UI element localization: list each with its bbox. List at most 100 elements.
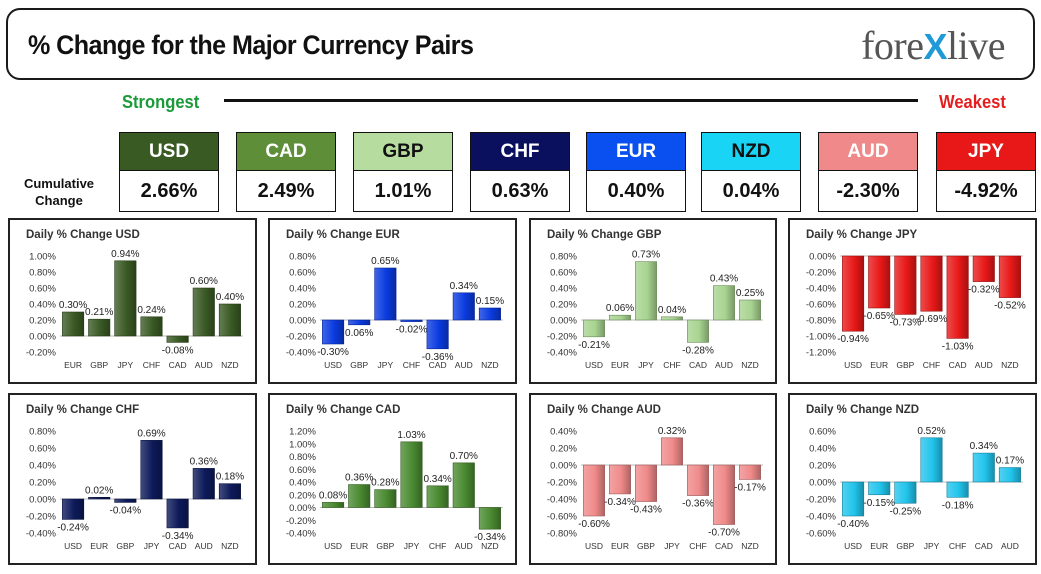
data-label: 0.36%: [190, 456, 218, 467]
data-label: 0.94%: [111, 249, 139, 260]
cumulative-change-value: 0.63%: [470, 171, 570, 212]
chart-title: Daily % Change AUD: [547, 404, 661, 416]
x-tick-label: EUR: [611, 360, 629, 370]
data-label: -1.03%: [942, 341, 974, 352]
x-tick-label: JPY: [404, 541, 420, 551]
bar: [661, 316, 683, 321]
y-tick-label: 1.20%: [289, 427, 316, 438]
x-tick-label: CAD: [429, 360, 447, 370]
forexlive-logo: foreXlive: [861, 22, 1005, 69]
bar: [374, 489, 397, 508]
data-label: 0.36%: [345, 473, 373, 484]
x-tick-label: NZD: [221, 360, 238, 370]
x-tick-label: GBP: [350, 360, 368, 370]
bar: [218, 303, 241, 337]
x-tick-label: USD: [585, 541, 603, 551]
y-tick-label: -0.40%: [806, 284, 837, 295]
data-label: -0.34%: [474, 532, 506, 543]
bar: [88, 318, 111, 337]
data-label: -0.73%: [890, 317, 922, 328]
currency-code: JPY: [936, 132, 1036, 171]
bar: [374, 267, 397, 321]
y-tick-label: -0.20%: [806, 495, 837, 506]
y-tick-label: 0.00%: [550, 461, 577, 472]
logo-text-left: fore: [861, 23, 924, 68]
chart-title: Daily % Change GBP: [547, 229, 662, 241]
x-tick-label: EUR: [870, 541, 888, 551]
x-tick-label: JPY: [664, 541, 680, 551]
strongest-label: Strongest: [122, 92, 200, 112]
bar: [426, 319, 449, 350]
x-tick-label: JPY: [378, 360, 394, 370]
data-label: -0.15%: [863, 498, 895, 509]
data-label: 0.06%: [345, 328, 373, 339]
x-tick-label: USD: [64, 541, 82, 551]
x-tick-label: GBP: [116, 541, 134, 551]
y-tick-label: 0.00%: [29, 495, 56, 506]
y-tick-label: 0.40%: [289, 478, 316, 489]
x-tick-label: NZD: [481, 541, 498, 551]
y-tick-label: 0.40%: [29, 461, 56, 472]
y-tick-label: 1.00%: [289, 439, 316, 450]
data-label: 0.30%: [59, 300, 87, 311]
bar: [972, 452, 995, 483]
data-label: 1.03%: [397, 430, 425, 441]
cumulative-change-value: 2.66%: [119, 171, 219, 212]
chart-title: Daily % Change JPY: [806, 229, 918, 241]
data-label: -0.70%: [708, 528, 740, 539]
data-label: 0.34%: [423, 474, 451, 485]
chart-panel-aud: Daily % Change AUD 0.40% 0.20% 0.00% -0.20% -…: [529, 393, 777, 565]
x-tick-label: CAD: [689, 360, 707, 370]
y-tick-label: 0.40%: [550, 284, 577, 295]
y-tick-label: -0.80%: [547, 529, 578, 540]
chart-panel-cad: Daily % Change CAD 1.20% 1.00% 0.80% 0.60% 0.…: [268, 393, 517, 565]
bar: [583, 464, 605, 517]
bar: [192, 287, 215, 337]
strength-scale-line: [224, 99, 918, 102]
data-label: -0.18%: [942, 500, 974, 511]
x-tick-label: NZD: [741, 360, 758, 370]
bar: [868, 481, 891, 496]
y-tick-label: 0.00%: [550, 316, 577, 327]
x-tick-label: JPY: [924, 541, 940, 551]
x-tick-label: CAD: [949, 360, 967, 370]
x-tick-label: GBP: [376, 541, 394, 551]
currency-code: NZD: [701, 132, 801, 171]
bar: [739, 299, 761, 321]
y-tick-label: 0.00%: [809, 252, 836, 263]
y-tick-label: 0.20%: [550, 300, 577, 311]
y-tick-label: -0.40%: [286, 348, 317, 359]
cumulative-change-label: Cumulative Change: [23, 176, 95, 208]
bar: [166, 498, 189, 529]
y-tick-label: -0.20%: [26, 512, 57, 523]
y-tick-label: 0.20%: [550, 444, 577, 455]
bar: [166, 335, 189, 343]
x-tick-label: USD: [324, 541, 342, 551]
data-label: -0.34%: [604, 497, 636, 508]
chart-panel-jpy: Daily % Change JPY 0.00% -0.20% -0.40% -0.60…: [788, 218, 1037, 384]
cumulative-change-value: -2.30%: [818, 171, 918, 212]
data-label: 0.04%: [658, 305, 686, 316]
data-label: 0.69%: [137, 428, 165, 439]
page-title: % Change for the Major Currency Pairs: [28, 30, 474, 60]
y-tick-label: -0.40%: [286, 529, 317, 540]
bar: [739, 464, 761, 480]
cumulative-change-value: 1.01%: [353, 171, 453, 212]
x-tick-label: CAD: [975, 541, 993, 551]
bar: [88, 497, 111, 500]
x-tick-label: CAD: [169, 360, 187, 370]
x-tick-label: AUD: [455, 541, 473, 551]
bar: [400, 441, 423, 508]
data-label: 0.73%: [632, 250, 660, 261]
y-tick-label: -0.40%: [547, 348, 578, 359]
y-tick-label: -0.40%: [806, 512, 837, 523]
x-tick-label: CAD: [169, 541, 187, 551]
y-tick-label: 0.00%: [809, 478, 836, 489]
data-label: -0.69%: [916, 314, 948, 325]
currency-card-gbp: GBP 1.01%: [353, 132, 453, 212]
currency-code: GBP: [353, 132, 453, 171]
y-tick-label: 0.60%: [289, 465, 316, 476]
x-tick-label: JPY: [144, 541, 160, 551]
bar: [687, 319, 709, 343]
x-tick-label: USD: [844, 541, 862, 551]
